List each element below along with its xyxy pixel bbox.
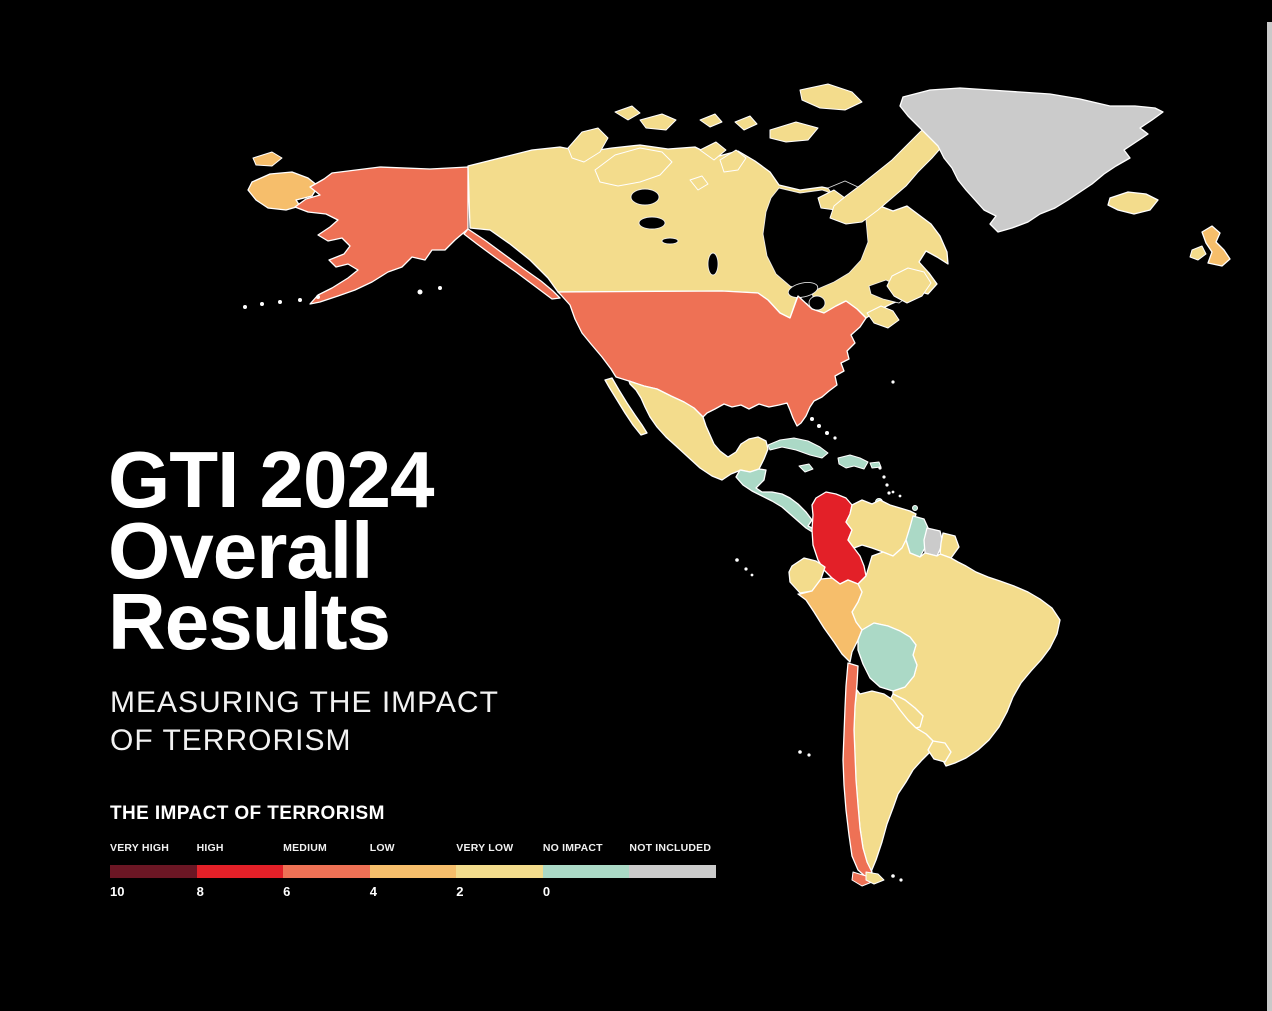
island-prince-patrick — [614, 105, 641, 121]
island-tierra-del-fuego-argentina — [865, 871, 885, 885]
page-edge-strip — [1267, 22, 1272, 1011]
lake-great-slave — [638, 216, 666, 230]
small-islands — [243, 286, 903, 882]
canada-arctic-islands — [567, 83, 959, 329]
legend-color-scale — [110, 865, 717, 878]
island-newfoundland — [886, 267, 932, 304]
island-victoria — [594, 147, 673, 187]
legend-swatch-low — [369, 865, 457, 878]
island-bathurst — [734, 115, 758, 131]
island-somerset — [719, 149, 747, 173]
legend-label-medium: MEDIUM — [283, 842, 327, 854]
island-cornwallis — [699, 113, 723, 128]
country-russia-north — [252, 151, 283, 167]
legend-swatch-high — [196, 865, 284, 878]
island-prince-of-wales — [699, 141, 727, 161]
country-russia — [247, 171, 319, 211]
country-alaska-panhandle — [463, 228, 561, 300]
legend-tick-no_impact: 0 — [542, 884, 551, 899]
legend-label-high: HIGH — [196, 842, 224, 854]
country-peru — [797, 577, 863, 663]
country-greenland — [899, 87, 1164, 233]
country-chile — [842, 662, 873, 878]
legend-swatch-very_low — [456, 865, 543, 878]
legend-label-low: LOW — [369, 842, 395, 854]
legend-label-very_low: VERY LOW — [456, 842, 514, 854]
island-melville — [639, 113, 677, 131]
island-banks — [567, 127, 609, 163]
island-devon — [769, 121, 819, 143]
legend-title: THE IMPACT OF TERRORISM — [110, 803, 385, 824]
legend-swatch-not_included — [629, 865, 717, 878]
lake-athabasca — [661, 237, 679, 245]
country-uruguay — [927, 740, 952, 763]
legend-category-labels: VERY HIGH HIGH MEDIUM LOW VERY LOW NO IMPACT N… — [110, 842, 730, 855]
legend-tick-very_low: 2 — [456, 884, 464, 899]
title-line-3: Results — [108, 577, 391, 666]
country-hispaniola — [837, 454, 869, 470]
title-line-2: Overall — [108, 506, 373, 595]
country-mexico-baja — [604, 377, 648, 436]
country-jamaica — [798, 463, 814, 473]
title-line-1: GTI 2024 — [108, 435, 435, 524]
country-ireland — [1189, 245, 1207, 261]
country-colombia — [811, 491, 867, 585]
island-tierra-del-fuego-chile — [851, 871, 873, 887]
country-french-guiana — [939, 532, 960, 559]
country-cuba — [767, 437, 829, 459]
lake-superior — [787, 282, 819, 298]
page-subtitle: MEASURING THE IMPACT OF TERRORISM — [110, 684, 499, 760]
island-ellesmere — [799, 83, 863, 111]
island-nova-scotia — [866, 305, 900, 329]
legend-label-no_impact: NO IMPACT — [542, 842, 603, 854]
island-trinidad — [912, 505, 918, 511]
legend: THE IMPACT OF TERRORISM VERY HIGH HIGH MED… — [110, 803, 750, 899]
legend-label-very_high: VERY HIGH — [110, 842, 169, 854]
country-iceland — [1107, 191, 1159, 215]
legend-swatch-medium — [283, 865, 370, 878]
subtitle-line-2: OF TERRORISM — [110, 724, 352, 757]
legend-swatch-very_high — [110, 865, 197, 878]
page-title: GTI 2024 Overall Results — [108, 435, 435, 666]
subtitle-line-1: MEASURING THE IMPACT — [110, 686, 499, 719]
lake-winnipeg — [707, 252, 719, 276]
country-united-kingdom — [1201, 225, 1231, 267]
country-alaska — [294, 166, 469, 305]
country-bolivia — [857, 622, 918, 692]
legend-tick-medium: 6 — [283, 884, 291, 899]
legend-tick-high: 8 — [196, 884, 204, 899]
legend-swatch-no_impact — [542, 865, 630, 878]
country-usa — [557, 290, 867, 427]
lake-great-bear — [630, 188, 660, 206]
island-king-william — [689, 175, 709, 191]
legend-label-not_included: NOT INCLUDED — [629, 842, 712, 854]
legend-tick-low: 4 — [369, 884, 377, 899]
country-mexico — [628, 380, 769, 481]
legend-scale-ticks: 10 8 6 4 2 0 — [110, 884, 730, 899]
legend-tick-very_high: 10 — [110, 884, 125, 899]
